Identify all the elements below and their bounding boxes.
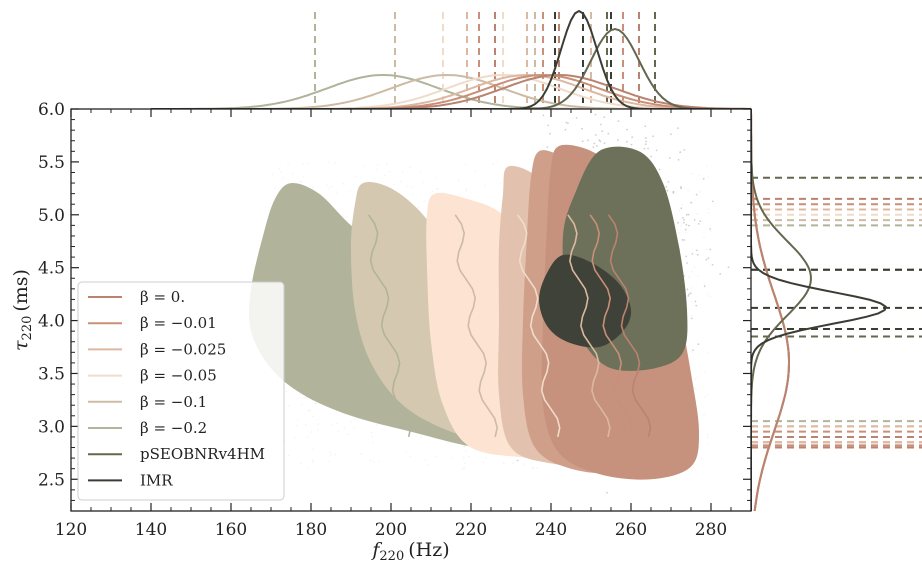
x-tick-label: 200 [375,520,407,540]
legend-label-beta-minus0p025: β = −0.025 [140,340,226,358]
legend-label-beta-minus0p05: β = −0.05 [140,367,217,385]
f220-marginal-beta-0p [151,73,751,109]
f220-marginal-panel [151,9,751,109]
x-tick-label: 140 [135,520,167,540]
f220-marginal-pseobnrv4hm [151,27,751,109]
legend-label-beta-minus0p01: β = −0.01 [140,314,217,332]
f220-marginal-beta-minus0p025 [151,73,751,109]
x-tick-label: 220 [455,520,487,540]
contour-beta-minus0p05 [517,214,561,438]
region-imr [539,254,632,348]
x-tick-label: 160 [215,520,247,540]
y-axis-label: τ220(ms) [10,269,35,351]
y-tick-label: 5.0 [38,206,65,226]
y-tick-label: 6.0 [38,100,65,120]
legend-label-beta-minus0p1: β = −0.1 [140,393,207,411]
tau220-marginal-beta-minus0p01 [751,109,790,511]
x-tick-label: 240 [535,520,567,540]
x-tick-label: 120 [55,520,87,540]
contour-beta-minus0p01 [589,214,634,438]
tau220-marginal-pseobnrv4hm [751,109,812,511]
tau220-marginal-beta-minus0p025 [751,109,790,511]
contour-beta-minus0p025 [567,214,611,438]
axes: 120 140 160 180 200 220 240 260 280 2.5 3.0 3.5 4.0 4… [10,100,752,562]
tau220-marginal-beta-minus0p1 [751,109,790,511]
f220-marginal-beta-minus0p01 [151,73,751,109]
y-tick-label: 5.5 [38,153,65,173]
legend-label-beta-minus0p2: β = −0.2 [140,419,207,437]
x-tick-label: 260 [615,520,647,540]
tau220-marginal-imr [751,109,887,511]
f220-marginal-beta-minus0p2 [151,73,751,109]
credible-regions [248,144,699,480]
tau220-marginal-beta-0p [751,109,790,511]
y-tick-label: 4.5 [38,259,65,279]
tau220-marginal-panel [751,109,922,511]
tau220-marginal-beta-minus0p05 [751,109,790,511]
x-tick-label: 280 [695,520,727,540]
legend-label-beta-0p: β = 0. [140,288,185,306]
y-tick-label: 2.5 [38,470,65,490]
contour-beta-0p [607,214,652,438]
contour-beta-minus0p1 [454,214,499,438]
legend: β = 0. β = −0.01 β = −0.025 β = −0.05 β = −0… [77,281,285,501]
x-axis-label: f220 (Hz) [370,539,449,562]
contour-beta-minus0p2 [367,214,412,438]
legend-label-pseobnrv4hm: pSEOBNRv4HM [140,445,265,463]
tau220-marginal-beta-minus0p2 [751,109,790,511]
f220-marginal-imr [151,9,751,109]
legend-box [77,281,285,501]
legend-label-imr: IMR [140,471,173,489]
y-tick-label: 4.0 [38,312,65,332]
x-tick-label: 180 [295,520,327,540]
y-tick-label: 3.5 [38,364,65,384]
y-tick-label: 3.0 [38,417,65,437]
